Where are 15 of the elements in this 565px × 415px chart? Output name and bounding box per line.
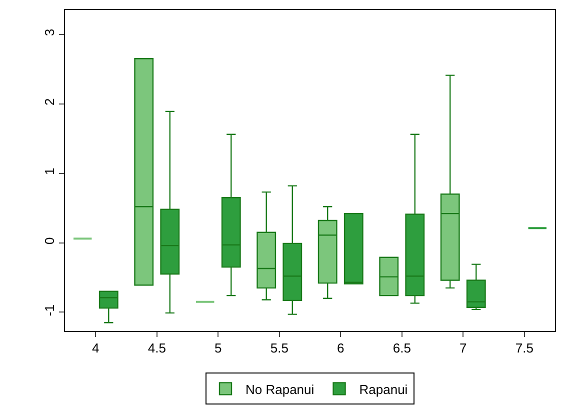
y-tick-label: 0 — [42, 237, 57, 244]
x-tick-label: 6.5 — [392, 340, 411, 356]
legend-label: Rapanui — [359, 382, 408, 397]
x-tick-label: 6 — [337, 340, 344, 356]
legend-label: No Rapanui — [246, 382, 314, 397]
x-tick-label: 7.5 — [515, 340, 534, 356]
x-tick-label: 4 — [92, 340, 100, 356]
y-tick-label: 2 — [42, 98, 57, 106]
x-tick-label: 7 — [460, 340, 467, 356]
x-tick-label: 4.5 — [148, 340, 166, 356]
y-tick-label: -1 — [42, 304, 57, 316]
x-tick-label: 5 — [214, 340, 222, 356]
y-tick-label: 3 — [42, 28, 57, 36]
x-tick-label: 5.5 — [270, 340, 288, 356]
y-tick-label: 1 — [42, 168, 57, 175]
